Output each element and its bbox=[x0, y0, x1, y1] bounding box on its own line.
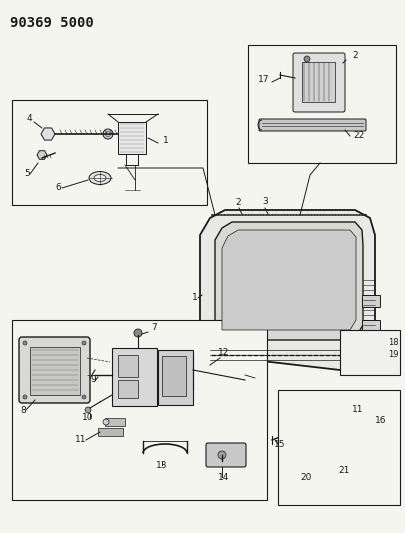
FancyBboxPatch shape bbox=[258, 119, 365, 131]
Circle shape bbox=[303, 56, 309, 62]
Text: 14: 14 bbox=[217, 473, 229, 482]
Bar bbox=[346, 338, 368, 366]
Circle shape bbox=[103, 129, 113, 139]
Text: 20: 20 bbox=[299, 473, 311, 482]
Circle shape bbox=[350, 358, 354, 362]
Text: 17: 17 bbox=[257, 75, 269, 84]
Ellipse shape bbox=[89, 172, 111, 184]
Text: 13: 13 bbox=[156, 461, 167, 470]
Text: 7: 7 bbox=[151, 323, 156, 332]
Bar bbox=[295, 412, 325, 447]
Circle shape bbox=[23, 341, 27, 345]
Text: 3: 3 bbox=[261, 197, 267, 206]
Bar bbox=[112, 348, 157, 406]
Circle shape bbox=[304, 462, 310, 468]
Circle shape bbox=[23, 395, 27, 399]
Text: 19: 19 bbox=[387, 350, 398, 359]
Circle shape bbox=[339, 454, 345, 460]
Circle shape bbox=[82, 341, 86, 345]
Bar bbox=[105, 418, 125, 426]
Circle shape bbox=[103, 419, 109, 425]
Bar bbox=[247, 45, 395, 163]
Text: 2: 2 bbox=[234, 198, 240, 207]
Text: 1: 1 bbox=[162, 136, 168, 145]
Polygon shape bbox=[215, 222, 362, 340]
Circle shape bbox=[350, 342, 354, 346]
Polygon shape bbox=[222, 230, 355, 330]
Circle shape bbox=[335, 422, 340, 426]
Circle shape bbox=[134, 329, 142, 337]
Bar bbox=[118, 122, 146, 154]
Text: 1: 1 bbox=[192, 293, 197, 302]
Bar bbox=[118, 380, 138, 398]
Text: 6: 6 bbox=[55, 183, 61, 192]
Text: 22: 22 bbox=[352, 131, 363, 140]
Bar bbox=[12, 320, 266, 500]
Circle shape bbox=[85, 407, 91, 413]
Text: 4: 4 bbox=[27, 114, 32, 123]
Bar bbox=[361, 320, 379, 332]
Polygon shape bbox=[200, 210, 374, 390]
Text: 18: 18 bbox=[387, 338, 398, 347]
Circle shape bbox=[300, 458, 314, 472]
Text: 2: 2 bbox=[351, 51, 357, 60]
Bar bbox=[361, 295, 379, 307]
Text: 10: 10 bbox=[82, 413, 93, 422]
Bar bbox=[12, 100, 207, 205]
Circle shape bbox=[360, 431, 366, 437]
Text: 9: 9 bbox=[90, 375, 96, 384]
Text: 8: 8 bbox=[20, 406, 26, 415]
FancyBboxPatch shape bbox=[205, 443, 245, 467]
Text: 15: 15 bbox=[273, 440, 285, 449]
FancyBboxPatch shape bbox=[292, 53, 344, 112]
Text: 11: 11 bbox=[351, 405, 362, 414]
Circle shape bbox=[305, 420, 315, 430]
Bar bbox=[301, 62, 334, 102]
Text: 5: 5 bbox=[24, 169, 30, 178]
Circle shape bbox=[82, 395, 86, 399]
Bar bbox=[339, 330, 399, 375]
FancyBboxPatch shape bbox=[19, 337, 90, 403]
Ellipse shape bbox=[217, 451, 226, 459]
Bar bbox=[277, 390, 399, 505]
Text: 12: 12 bbox=[217, 348, 229, 357]
Bar bbox=[289, 405, 339, 460]
Text: 90369 5000: 90369 5000 bbox=[10, 16, 94, 30]
Bar bbox=[369, 342, 387, 362]
Text: 21: 21 bbox=[337, 466, 349, 475]
Bar bbox=[118, 355, 138, 377]
Bar bbox=[158, 350, 192, 405]
Bar bbox=[30, 347, 80, 395]
Bar bbox=[98, 428, 123, 436]
Ellipse shape bbox=[94, 174, 106, 182]
Bar bbox=[162, 356, 185, 396]
Text: 11: 11 bbox=[75, 435, 86, 444]
Text: 16: 16 bbox=[374, 416, 386, 425]
